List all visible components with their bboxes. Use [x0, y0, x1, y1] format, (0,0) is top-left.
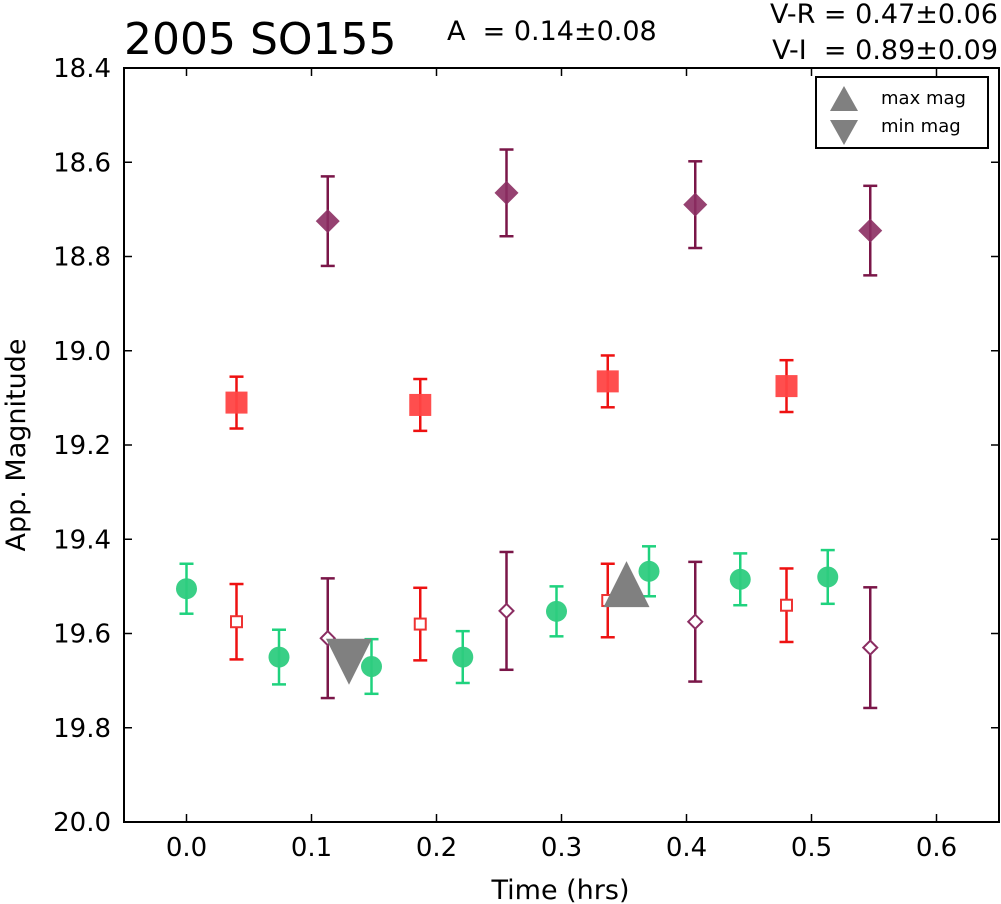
- legend-label: min mag: [881, 116, 961, 137]
- data-point: [498, 602, 515, 620]
- data-point: [638, 560, 660, 582]
- y-tick-label: 19.0: [53, 337, 111, 367]
- x-tick-label: 0.1: [291, 833, 332, 863]
- legend-min-mag-icon: [830, 120, 858, 145]
- data-point: [230, 615, 243, 629]
- data-point: [546, 600, 567, 622]
- max-mag-marker: [603, 561, 650, 608]
- y-tick-label: 18.8: [53, 243, 111, 273]
- data-point: [729, 568, 751, 590]
- data-point: [596, 370, 619, 393]
- x-tick-label: 0.3: [541, 833, 582, 863]
- data-point: [225, 391, 248, 414]
- data-point: [494, 180, 519, 205]
- x-axis-label: Time (hrs): [490, 875, 629, 904]
- y-axis-label: App. Magnitude: [1, 339, 32, 552]
- data-point: [817, 566, 839, 588]
- y-tick-label: 19.8: [53, 714, 111, 744]
- plot-frame: [123, 67, 1000, 823]
- data-point: [775, 375, 798, 398]
- y-tick-label: 20.0: [53, 808, 111, 838]
- data-point: [452, 646, 474, 668]
- y-tick-label: 19.4: [53, 525, 111, 555]
- vi-color-label: V-I = 0.89±0.09: [772, 35, 998, 66]
- x-tick-label: 0.6: [916, 833, 957, 863]
- y-tick-label: 18.6: [53, 148, 111, 178]
- vr-color-label: V-R = 0.47±0.06: [769, 0, 998, 30]
- data-point: [315, 209, 340, 234]
- x-tick-label: 0.5: [791, 833, 832, 863]
- chart-title: 2005 SO155: [124, 14, 397, 65]
- legend-max-mag-icon: [830, 86, 858, 111]
- data-point: [858, 218, 883, 243]
- data-point: [361, 655, 382, 677]
- y-tick-label: 19.2: [53, 431, 111, 461]
- data-point: [268, 646, 290, 668]
- x-tick-label: 0.4: [666, 833, 707, 863]
- x-tick-label: 0.0: [166, 833, 207, 863]
- y-tick-label: 18.4: [53, 54, 111, 84]
- legend-label: max mag: [881, 88, 966, 109]
- data-point: [176, 578, 197, 600]
- min-mag-marker: [326, 638, 372, 685]
- data-point: [413, 617, 427, 631]
- data-point: [861, 639, 879, 657]
- y-tick-label: 19.6: [53, 620, 111, 650]
- data-point: [686, 613, 704, 631]
- amplitude-label: A = 0.14±0.08: [447, 16, 657, 47]
- x-tick-label: 0.2: [416, 833, 457, 863]
- data-point: [780, 598, 793, 612]
- data-point: [683, 192, 708, 217]
- data-point: [409, 393, 432, 416]
